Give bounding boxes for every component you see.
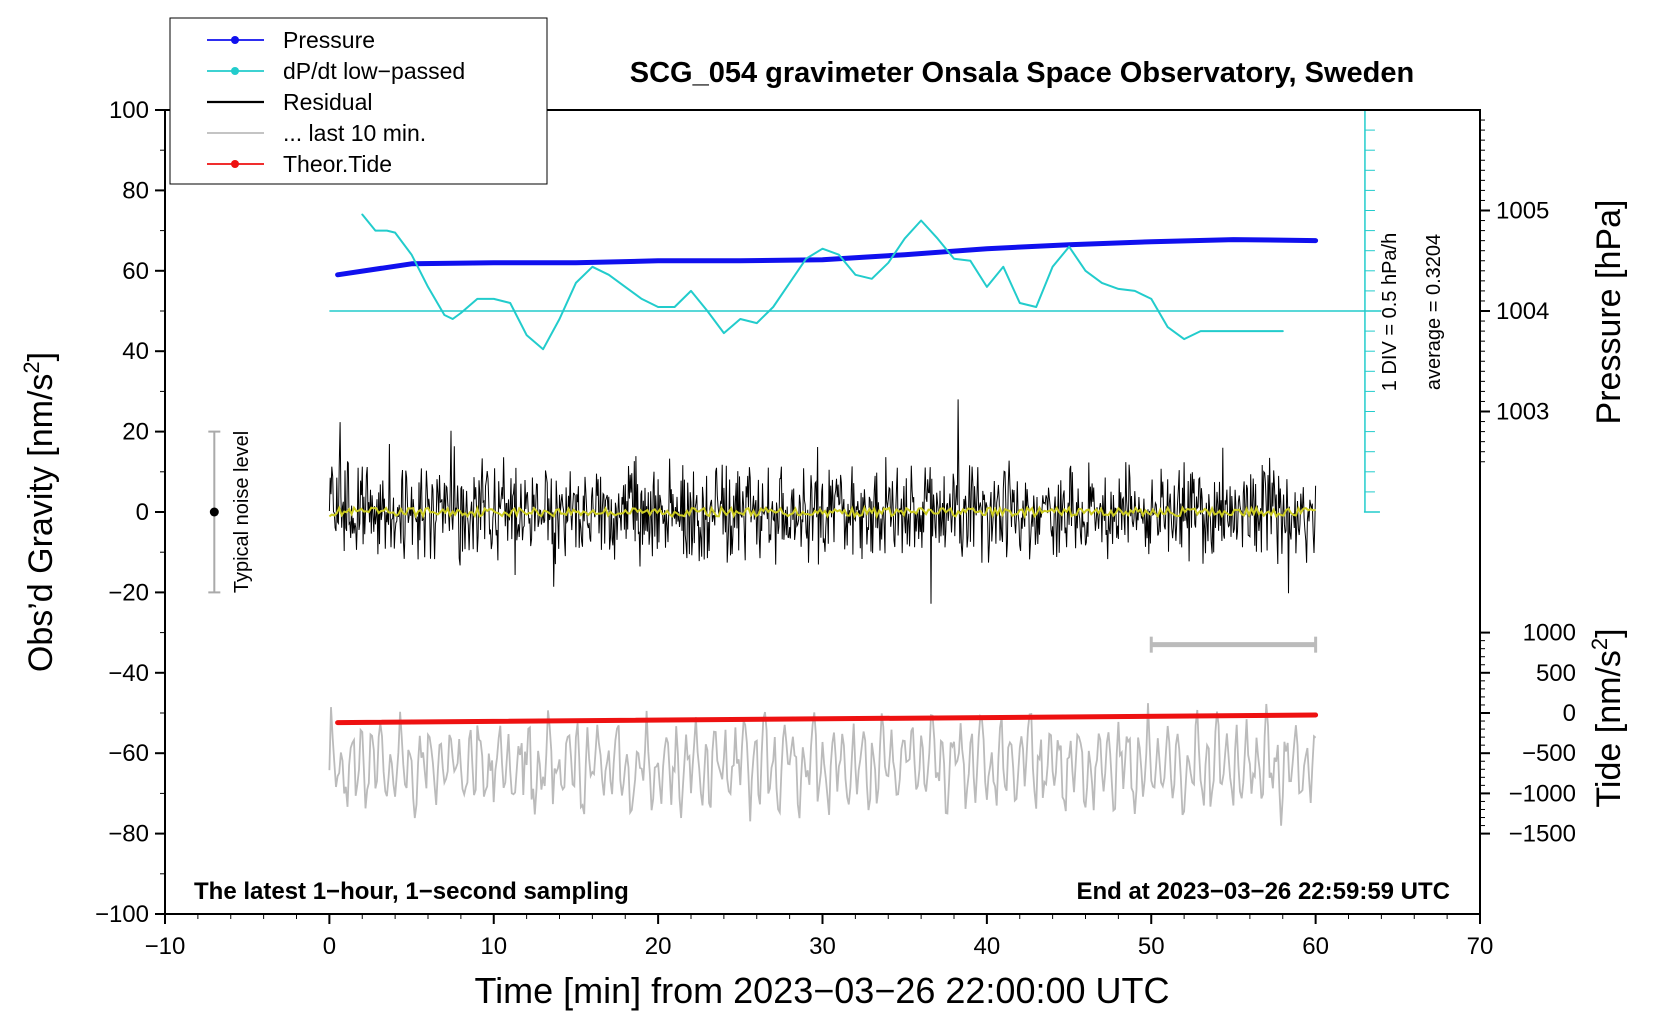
y-tick-label: −40	[108, 660, 149, 687]
y-tick-label: 100	[109, 97, 149, 124]
series-residual-smoothed	[328, 504, 1316, 520]
tide-tick-label: 0	[1563, 700, 1576, 727]
pressure-tick-label: 1004	[1496, 298, 1549, 325]
x-tick-label: 70	[1467, 933, 1494, 960]
legend-marker	[231, 67, 239, 75]
tide-tick-label: 500	[1536, 660, 1576, 687]
dpdt-scale-label: 1 DIV = 0.5 hPa/h	[1379, 233, 1401, 391]
tide-tick-label: −500	[1522, 740, 1576, 767]
series-dp-dt-low-passed	[361, 213, 1284, 351]
x-tick-label: 10	[480, 933, 507, 960]
pressure-axis-label: Pressure [hPa]	[1590, 200, 1628, 425]
y-tick-label: −60	[108, 740, 149, 767]
series-last-10-min	[328, 703, 1317, 826]
y-tick-label: 20	[122, 419, 149, 446]
y-tick-label: 40	[122, 338, 149, 365]
series-theor-tide	[335, 712, 1319, 726]
tide-axis-label: Tide [nm/s2]	[1587, 628, 1628, 807]
x-tick-label: 20	[645, 933, 672, 960]
noise-level-dot	[209, 507, 219, 517]
legend-label: Theor.Tide	[283, 151, 392, 177]
y-tick-label: −20	[108, 579, 149, 606]
tide-tick-label: −1500	[1509, 821, 1576, 848]
footer-left: The latest 1−hour, 1−second sampling	[194, 878, 629, 905]
series-pressure	[335, 237, 1319, 278]
x-tick-label: 0	[323, 933, 336, 960]
tide-tick-label: 1000	[1523, 620, 1576, 647]
legend-marker	[231, 36, 239, 44]
tide-tick-label: −1000	[1509, 780, 1576, 807]
y-tick-label: 80	[122, 177, 149, 204]
legend-items: Pressure dP/dt low−passed Residual ... last…	[207, 27, 465, 177]
y-tick-label: −100	[95, 901, 149, 928]
chart-title: SCG_054 gravimeter Onsala Space Observat…	[630, 57, 1414, 89]
axes: −10 0 10 20 30 40 50 60 70100806040200−20−40−60−…	[95, 97, 1576, 960]
legend-label: Residual	[283, 89, 373, 115]
legend-marker	[231, 160, 239, 168]
pressure-tick-label: 1003	[1496, 399, 1549, 426]
y-tick-label: 0	[136, 499, 149, 526]
x-tick-label: 40	[974, 933, 1001, 960]
y-tick-label: −80	[108, 821, 149, 848]
x-axis-label: Time [min] from 2023−03−26 22:00:00 UTC	[474, 970, 1169, 1011]
noise-level-label: Typical noise level	[231, 431, 253, 593]
y-axis-label-left: Obs’d Gravity [nm/s2]	[19, 352, 60, 672]
legend-label: Pressure	[283, 27, 375, 53]
series-residual	[328, 399, 1317, 604]
legend-label: dP/dt low−passed	[283, 58, 465, 84]
x-tick-label: −10	[145, 933, 186, 960]
x-tick-label: 60	[1302, 933, 1329, 960]
legend: Pressure dP/dt low−passed Residual ... last…	[169, 17, 548, 185]
plot-content	[208, 110, 1382, 826]
pressure-tick-label: 1005	[1496, 198, 1549, 225]
footer-right: End at 2023−03−26 22:59:59 UTC	[1076, 878, 1450, 905]
legend-label: ... last 10 min.	[283, 120, 426, 146]
x-tick-label: 50	[1138, 933, 1165, 960]
dpdt-average-label: average = 0.3204	[1423, 234, 1445, 390]
x-tick-label: 30	[809, 933, 836, 960]
y-tick-label: 60	[122, 258, 149, 285]
